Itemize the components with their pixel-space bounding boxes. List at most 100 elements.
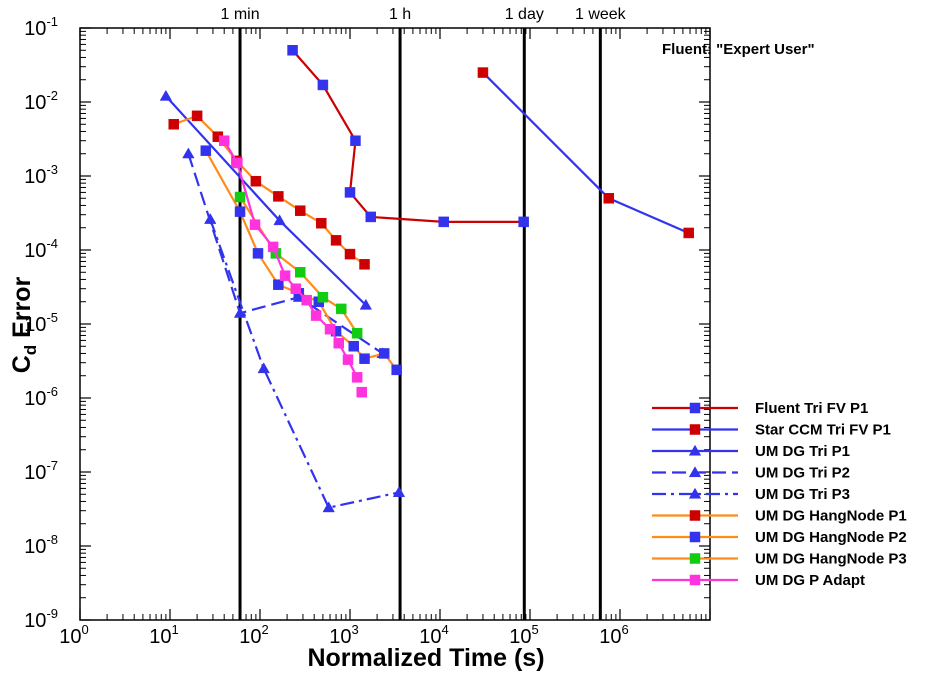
data-point — [438, 216, 449, 228]
data-point — [344, 248, 356, 260]
y-axis-title-main: C — [8, 355, 36, 373]
x-tick-label: 103 — [329, 622, 358, 648]
data-point — [317, 291, 329, 303]
y-axis-title-rest: Error — [8, 276, 36, 344]
legend-item: UM DG Tri P2 — [652, 465, 850, 482]
data-point — [330, 235, 342, 246]
reference-line-label: 1 h — [389, 6, 411, 23]
y-tick-label: 10-2 — [24, 88, 58, 114]
data-point — [689, 424, 701, 435]
data-point — [518, 216, 529, 228]
data-point — [267, 241, 279, 253]
y-tick-label: 10-1 — [24, 14, 58, 40]
legend: Fluent Tri FV P1 Star CCM Tri FV P1 UM DG … — [652, 400, 907, 589]
legend-label: UM DG HangNode P2 — [755, 529, 907, 546]
data-point — [351, 327, 363, 339]
data-point — [249, 219, 261, 230]
x-tick-label: 101 — [149, 622, 178, 648]
plot-background — [80, 28, 710, 620]
series-2 — [159, 89, 373, 310]
reference-line-label: 1 min — [220, 6, 259, 23]
legend-label: UM DG HangNode P1 — [755, 508, 907, 525]
data-point — [356, 386, 367, 398]
data-point — [344, 187, 356, 198]
data-point — [688, 444, 702, 456]
data-point — [336, 303, 347, 315]
legend-item: UM DG HangNode P2 — [652, 529, 907, 546]
data-point — [603, 193, 615, 204]
x-tick-label: 104 — [419, 622, 448, 648]
data-point — [257, 362, 270, 374]
x-tick-label: 100 — [59, 622, 88, 648]
data-point — [689, 553, 701, 564]
legend-item: UM DG Tri P1 — [652, 443, 850, 460]
x-tick-label: 105 — [509, 622, 538, 648]
y-axis-title: Cd Error — [8, 276, 40, 373]
data-point — [359, 298, 373, 310]
data-point — [689, 510, 701, 521]
y-axis-title-sub: d — [21, 345, 40, 355]
data-point — [359, 353, 370, 364]
data-point — [273, 214, 286, 226]
series-line — [187, 153, 384, 355]
legend-item: UM DG P Adapt — [652, 572, 865, 589]
data-point — [316, 217, 327, 229]
data-point — [322, 501, 335, 513]
data-point — [317, 79, 329, 91]
data-point — [351, 372, 363, 383]
data-point — [310, 310, 322, 321]
y-tick-label: 10-9 — [24, 606, 58, 632]
data-point — [233, 306, 247, 318]
data-point — [365, 211, 376, 223]
y-tick-label: 10-3 — [24, 162, 58, 188]
axes: 100 101 102 103 104 105 106 10-9 10-8 10-7 10-6 10-… — [24, 14, 711, 648]
data-point — [689, 402, 701, 414]
data-point — [234, 206, 246, 217]
data-point — [688, 466, 702, 478]
legend-label: UM DG Tri P2 — [755, 465, 850, 482]
series-4 — [204, 213, 406, 513]
data-point — [290, 283, 302, 294]
data-point — [273, 279, 284, 290]
y-tick-label: 10-5 — [24, 310, 58, 336]
x-tick-label: 102 — [239, 622, 268, 648]
data-point — [250, 175, 262, 187]
data-point — [350, 135, 361, 146]
reference-lines: 1 min 1 h 1 day 1 week — [220, 6, 627, 620]
data-point — [159, 89, 173, 101]
data-point — [204, 213, 217, 224]
data-point — [477, 67, 489, 78]
y-tick-label: 10-7 — [24, 458, 58, 484]
y-tick-label: 10-8 — [24, 532, 58, 558]
legend-label: UM DG P Adapt — [755, 572, 865, 589]
data-point — [359, 259, 370, 270]
legend-item: Star CCM Tri FV P1 — [652, 422, 891, 439]
data-point — [279, 270, 291, 281]
data-point — [200, 145, 212, 156]
data-point — [234, 191, 246, 203]
legend-item: UM DG HangNode P1 — [652, 508, 907, 525]
reference-line-label: 1 day — [505, 6, 544, 23]
x-axis-title: Normalized Time (s) — [307, 644, 544, 672]
y-tick-label: 10-6 — [24, 384, 58, 410]
data-point — [342, 354, 354, 365]
data-point — [218, 135, 230, 146]
data-point — [333, 337, 345, 349]
data-point — [287, 45, 298, 56]
x-tick-label: 106 — [599, 622, 628, 648]
y-tick-label: 10-4 — [24, 236, 58, 262]
legend-item: UM DG HangNode P3 — [652, 551, 907, 568]
data-point — [689, 531, 701, 543]
legend-item: Fluent Tri FV P1 — [652, 400, 868, 417]
data-point — [301, 294, 312, 306]
data-point — [392, 486, 406, 497]
svg-text:Cd Error: Cd Error — [8, 276, 40, 373]
series-1 — [477, 67, 694, 239]
data-point — [182, 147, 195, 159]
series-line — [209, 218, 400, 509]
legend-label: Fluent Tri FV P1 — [755, 400, 868, 417]
legend-label: Star CCM Tri FV P1 — [755, 422, 891, 439]
legend-label: UM DG HangNode P3 — [755, 551, 907, 568]
plot-area — [80, 28, 710, 620]
